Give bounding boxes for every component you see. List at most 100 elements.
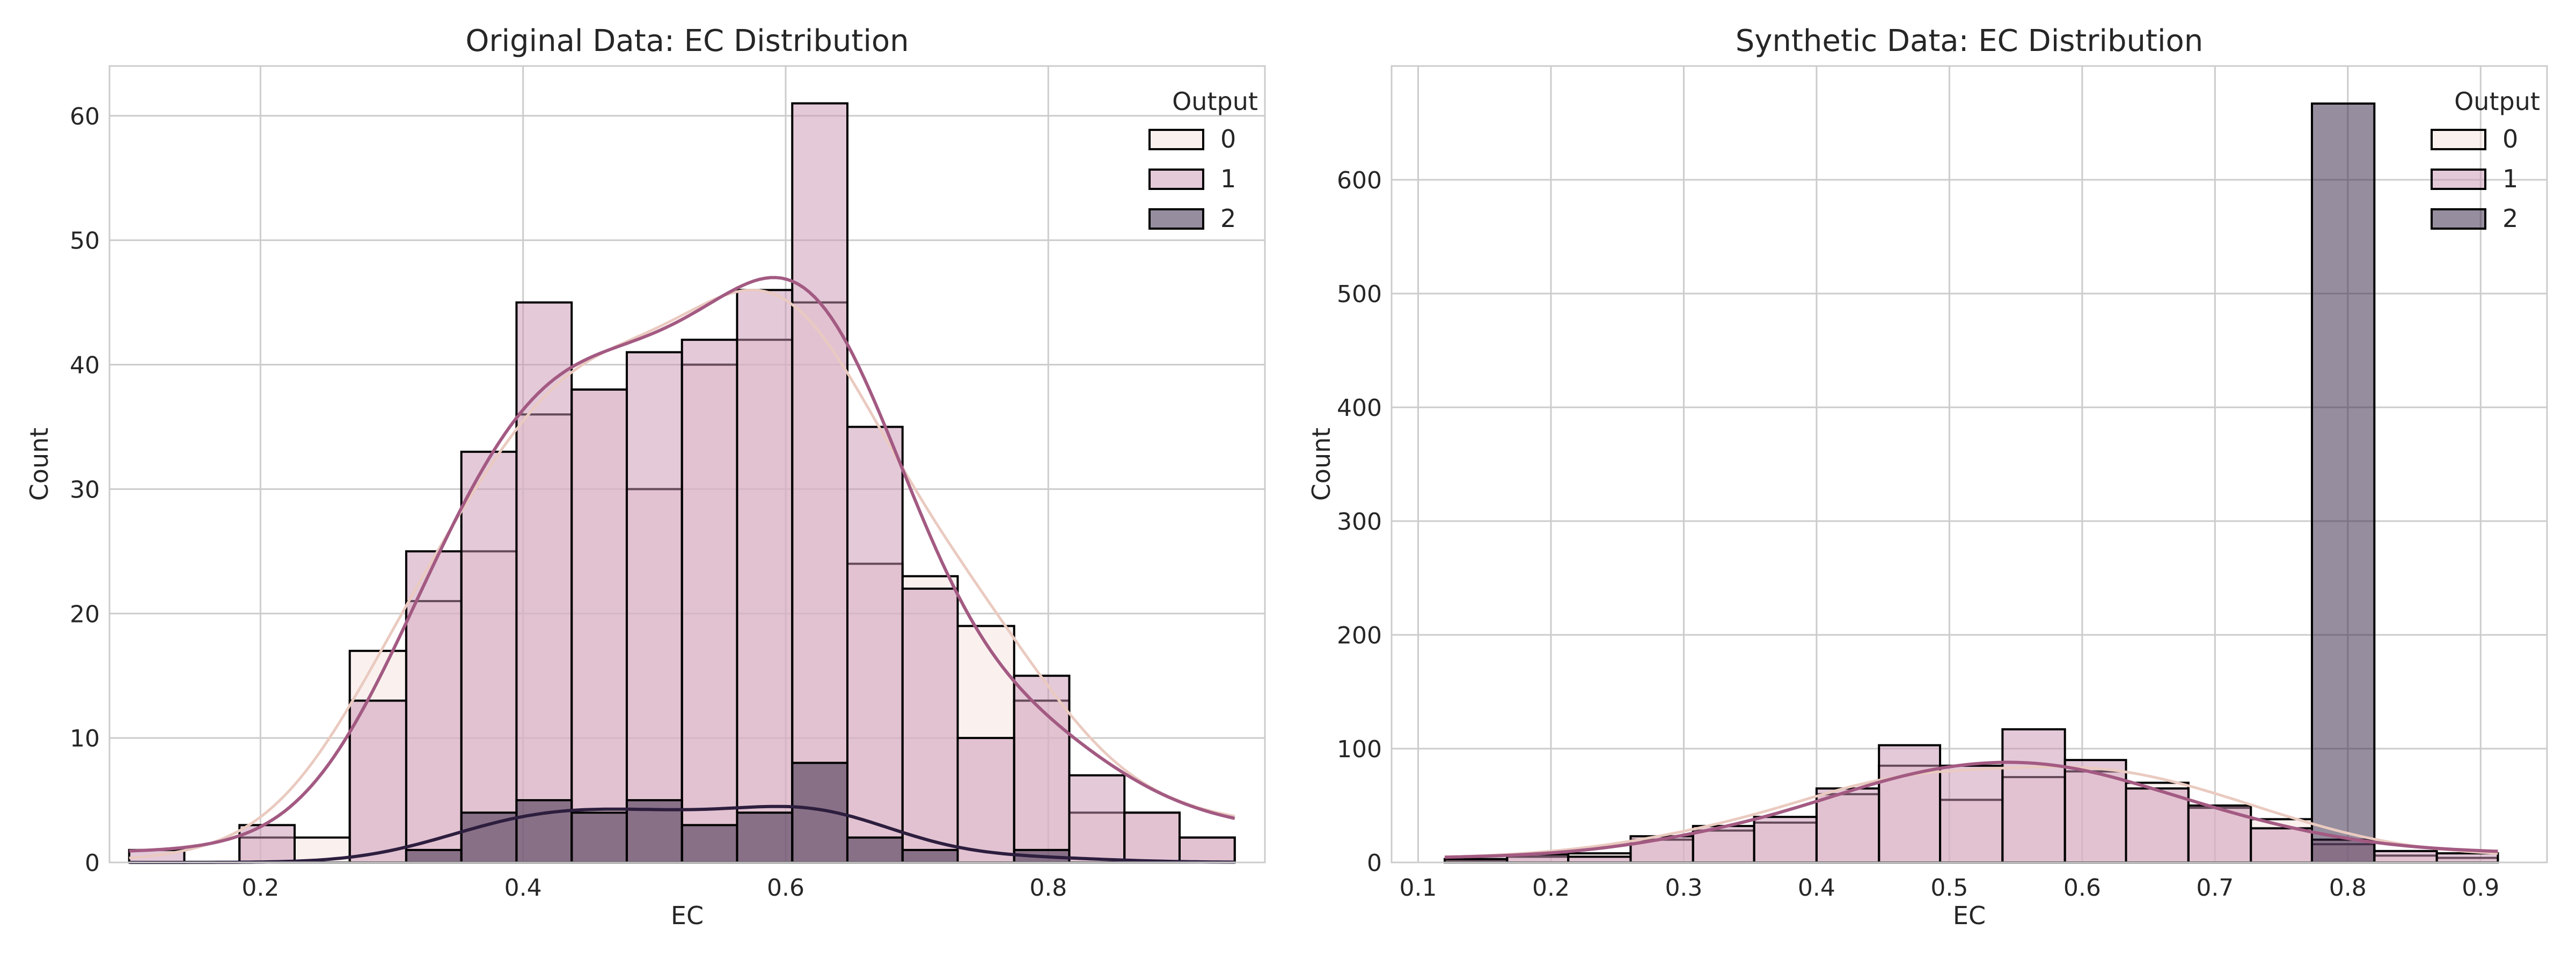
x-tick-label: 0.2 bbox=[1532, 874, 1570, 902]
x-tick-label: 0.6 bbox=[767, 874, 804, 902]
legend-swatch-1 bbox=[2431, 169, 2486, 190]
x-tick-labels-synthetic: 0.1 0.2 0.3 0.4 0.5 0.6 0.7 0.8 0.9 bbox=[1400, 874, 2500, 902]
bars-synthetic bbox=[1443, 102, 2499, 864]
kde-curve-output-0 bbox=[129, 288, 1235, 860]
kde-synthetic bbox=[1444, 760, 2498, 859]
histogram-bar-output-1 bbox=[2435, 852, 2499, 864]
chart-title-original: Original Data: EC Distribution bbox=[465, 24, 909, 58]
chart-title-synthetic: Synthetic Data: EC Distribution bbox=[1736, 24, 2204, 58]
x-tick-label: 0.4 bbox=[1798, 874, 1835, 902]
y-tick-label: 60 bbox=[70, 103, 100, 130]
x-tick-label: 0.3 bbox=[1665, 874, 1702, 902]
histogram-bar-output-1 bbox=[846, 426, 904, 863]
x-tick-label: 0.5 bbox=[1930, 874, 1968, 902]
histogram-bar-output-1 bbox=[1815, 787, 1880, 863]
histogram-bar-output-1 bbox=[460, 450, 518, 863]
y-axis-label-original: Count bbox=[25, 428, 54, 501]
histogram-bar-output-2 bbox=[680, 824, 738, 863]
y-tick-label: 40 bbox=[70, 352, 100, 379]
bars-original bbox=[128, 102, 1236, 863]
y-tick-labels-original: 0 10 20 30 40 50 60 bbox=[70, 103, 100, 877]
histogram-bar-output-1 bbox=[1123, 811, 1181, 863]
kde-curve-output-0 bbox=[1444, 765, 2498, 859]
histogram-bar-output-1 bbox=[2001, 728, 2066, 863]
legend-title-original: Output bbox=[1172, 87, 1258, 116]
y-axis-label-synthetic: Count bbox=[1307, 428, 1336, 501]
y-tick-label: 500 bbox=[1337, 281, 1382, 308]
histogram-bar-output-2 bbox=[901, 848, 959, 863]
legend-original: Output 0 1 2 bbox=[1148, 87, 1258, 233]
legend-swatch-0 bbox=[2431, 129, 2486, 150]
histogram-bar-output-1 bbox=[791, 102, 848, 863]
y-tick-label: 200 bbox=[1337, 622, 1382, 649]
y-tick-label: 0 bbox=[1367, 850, 1382, 877]
histogram-bar-output-1 bbox=[348, 699, 407, 863]
histogram-bar-output-2 bbox=[846, 836, 904, 863]
legend-label-1: 1 bbox=[1220, 164, 1236, 193]
legend-label-0: 0 bbox=[1220, 125, 1236, 153]
y-tick-label: 100 bbox=[1337, 736, 1382, 763]
x-tick-label: 0.9 bbox=[2462, 874, 2499, 902]
x-axis-label-synthetic: EC bbox=[1953, 901, 1986, 930]
histogram-bar-output-1 bbox=[956, 737, 1015, 863]
histogram-bar-output-1 bbox=[1753, 816, 1818, 863]
y-tick-label: 600 bbox=[1337, 167, 1382, 194]
y-tick-label: 300 bbox=[1337, 508, 1382, 536]
legend-swatch-2 bbox=[1148, 208, 1204, 230]
histogram-bar-output-1 bbox=[2373, 850, 2438, 864]
histogram-bar-output-1 bbox=[901, 587, 959, 863]
histogram-bar-output-2 bbox=[736, 811, 794, 863]
histogram-bar-output-1 bbox=[2250, 827, 2313, 864]
histogram-bar-output-1 bbox=[680, 339, 738, 863]
legend-title-synthetic: Output bbox=[2454, 87, 2540, 116]
histogram-bar-output-1 bbox=[1068, 774, 1126, 863]
histogram-bar-output-1 bbox=[625, 351, 683, 863]
kde-curve-output-1 bbox=[129, 276, 1235, 853]
x-tick-label: 0.4 bbox=[504, 874, 542, 902]
x-tick-label: 0.8 bbox=[1029, 874, 1067, 902]
x-axis-label-original: EC bbox=[671, 901, 704, 930]
legend-label-1: 1 bbox=[2502, 164, 2518, 193]
legend-swatch-0 bbox=[1148, 129, 1204, 150]
panel-synthetic: 0.1 0.2 0.3 0.4 0.5 0.6 0.7 0.8 0.9 0 100 200 300 40… bbox=[1307, 24, 2548, 930]
histogram-bar-output-1 bbox=[1878, 744, 1942, 864]
x-tick-label: 0.1 bbox=[1400, 874, 1437, 902]
kde-original bbox=[129, 276, 1235, 864]
legend-synthetic: Output 0 1 2 bbox=[2431, 87, 2540, 233]
histogram-bar-output-2 bbox=[460, 811, 518, 863]
histogram-bar-output-2 bbox=[405, 848, 463, 863]
histogram-bar-output-1 bbox=[1939, 764, 2004, 864]
axes-frame-synthetic bbox=[1391, 65, 2548, 863]
y-tick-label: 20 bbox=[70, 601, 100, 628]
histogram-bar-output-2 bbox=[2310, 102, 2376, 864]
histogram-bar-output-1 bbox=[1567, 855, 1632, 864]
kde-curve-output-1 bbox=[1444, 760, 2498, 859]
histogram-bar-output-1 bbox=[2063, 759, 2127, 863]
y-tick-label: 50 bbox=[70, 228, 100, 255]
legend-label-0: 0 bbox=[2502, 125, 2518, 153]
histogram-bar-output-1 bbox=[736, 289, 794, 863]
legend-label-2: 2 bbox=[1220, 204, 1236, 233]
histogram-bar-output-1 bbox=[405, 550, 463, 863]
histogram-bar-output-1 bbox=[2125, 787, 2190, 863]
kde-curve-output-2 bbox=[129, 804, 1235, 864]
legend-label-2: 2 bbox=[2502, 204, 2518, 233]
y-tick-label: 400 bbox=[1337, 394, 1382, 422]
x-tick-label: 0.7 bbox=[2196, 874, 2234, 902]
legend-swatch-2 bbox=[2431, 208, 2486, 230]
x-tick-label: 0.2 bbox=[241, 874, 279, 902]
histogram-bar-output-1 bbox=[1178, 836, 1236, 863]
histogram-bar-output-1 bbox=[238, 824, 296, 863]
x-tick-label: 0.6 bbox=[2063, 874, 2101, 902]
y-tick-label: 10 bbox=[70, 725, 100, 752]
histogram-bar-output-2 bbox=[570, 811, 628, 863]
y-tick-label: 0 bbox=[85, 850, 100, 877]
x-tick-label: 0.8 bbox=[2329, 874, 2367, 902]
y-tick-labels-synthetic: 0 100 200 300 400 500 600 bbox=[1337, 167, 1382, 877]
legend-swatch-1 bbox=[1148, 169, 1204, 190]
axes-frame-original bbox=[108, 65, 1266, 863]
histogram-bar-output-1 bbox=[570, 388, 628, 863]
y-tick-label: 30 bbox=[70, 476, 100, 503]
